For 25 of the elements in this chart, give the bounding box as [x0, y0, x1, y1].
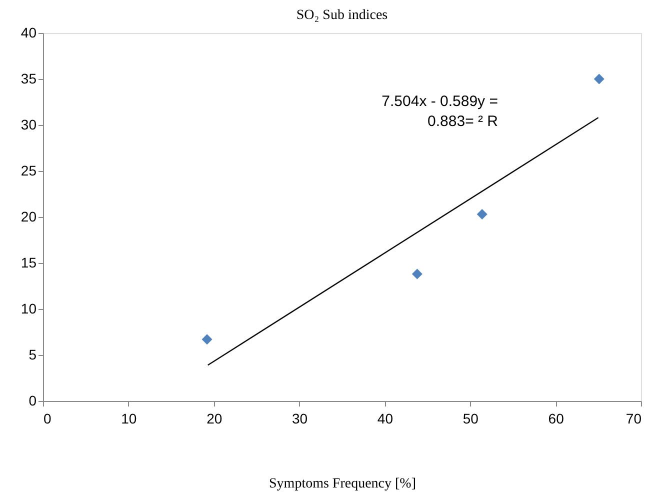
point — [594, 74, 604, 84]
x-axis-title: Symptoms Frequency [%] — [269, 476, 416, 492]
y-tick-label: 30 — [20, 116, 37, 132]
point — [202, 334, 212, 345]
y-tick-label: 40 — [20, 24, 37, 40]
y-tick-label: 5 — [28, 346, 37, 362]
y-tick-label: 35 — [20, 70, 37, 86]
y-tick-label: 0 — [28, 392, 37, 408]
x-tick-label: 30 — [292, 410, 308, 426]
x-tick-label: 20 — [206, 410, 222, 426]
chart-title: SO₂ Sub indices — [296, 8, 388, 23]
x-tick-label: 40 — [377, 410, 394, 426]
y-tick-label: 15 — [20, 254, 37, 270]
x-tick-label: 60 — [548, 410, 564, 426]
point — [412, 268, 422, 280]
annotation: 0.883= ² R — [428, 113, 498, 130]
x-tick-label: 0 — [44, 410, 52, 426]
x-tick-label: 10 — [121, 410, 137, 426]
x-tick-label: 50 — [462, 410, 479, 426]
y-tick-label: 20 — [20, 208, 37, 224]
y-tick-label: 10 — [20, 300, 37, 316]
x-tick-label: 70 — [626, 410, 642, 426]
point — [476, 208, 488, 220]
annotation: 7.504x - 0.589y = — [382, 93, 498, 110]
y-tick-label: 25 — [20, 162, 37, 178]
